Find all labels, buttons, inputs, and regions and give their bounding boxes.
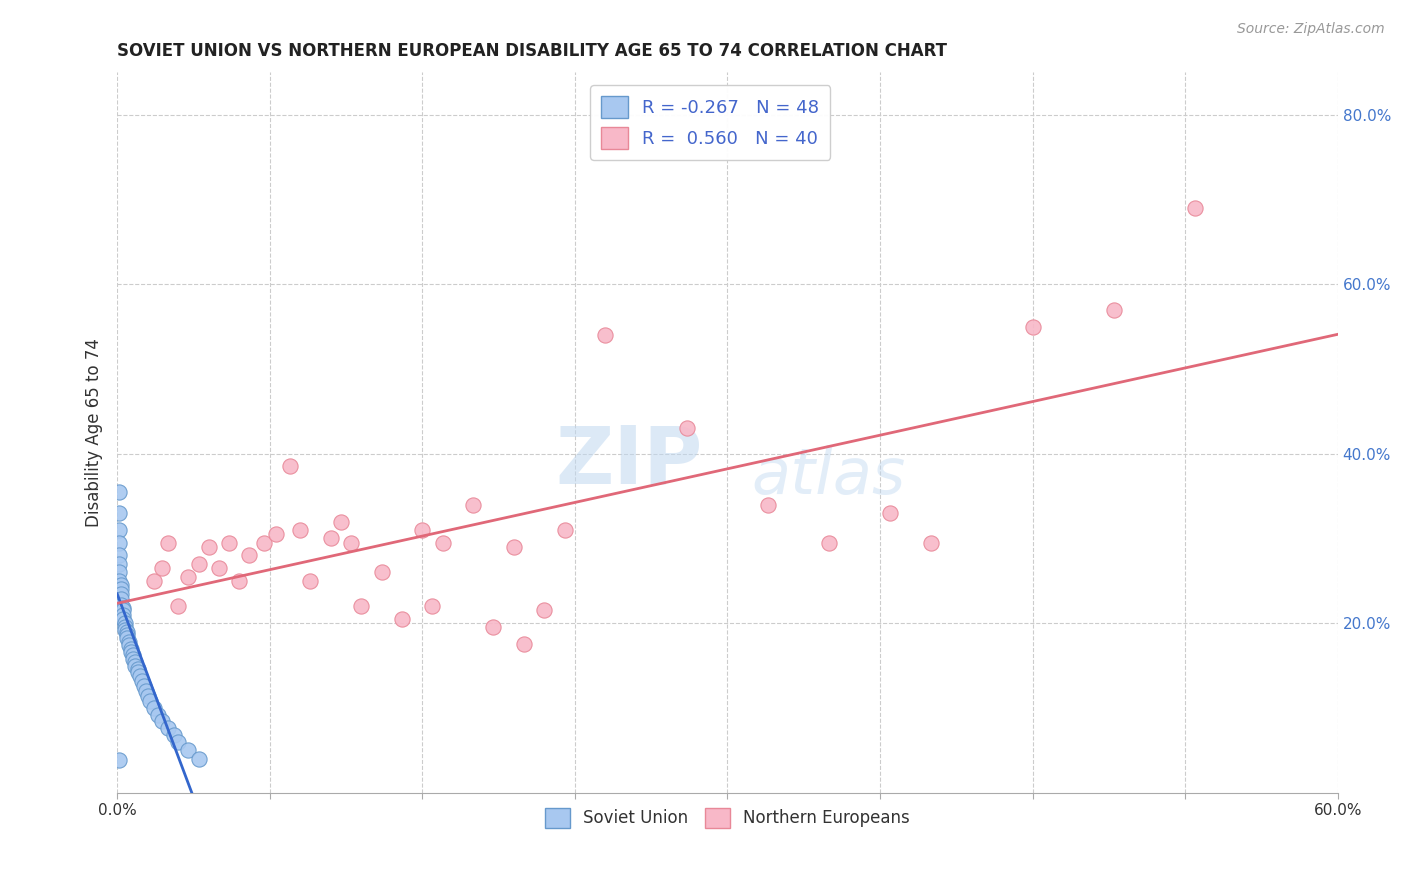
- Point: [122, 648, 145, 663]
- Point: [110, 592, 132, 607]
- Point: [675, 421, 697, 435]
- Point: [118, 638, 141, 652]
- Point: [533, 603, 555, 617]
- Point: [238, 549, 260, 563]
- Point: [177, 743, 200, 757]
- Point: [108, 549, 131, 563]
- Point: [146, 707, 169, 722]
- Point: [108, 574, 131, 588]
- Text: Source: ZipAtlas.com: Source: ZipAtlas.com: [1237, 22, 1385, 37]
- Point: [138, 694, 160, 708]
- Point: [163, 728, 186, 742]
- Point: [108, 754, 131, 768]
- Point: [114, 619, 136, 633]
- Point: [177, 569, 200, 583]
- Point: [120, 645, 142, 659]
- Point: [114, 616, 136, 631]
- Point: [117, 628, 139, 642]
- Point: [513, 637, 536, 651]
- Point: [127, 662, 149, 676]
- Point: [112, 601, 135, 615]
- Point: [108, 535, 131, 549]
- Point: [122, 652, 145, 666]
- Point: [554, 523, 576, 537]
- Point: [128, 669, 150, 683]
- Point: [112, 612, 135, 626]
- Point: [278, 459, 301, 474]
- Point: [157, 721, 180, 735]
- Text: atlas: atlas: [752, 445, 905, 507]
- Point: [117, 632, 139, 646]
- Point: [422, 599, 444, 614]
- Point: [756, 498, 779, 512]
- Point: [157, 535, 180, 549]
- Point: [142, 574, 165, 588]
- Point: [187, 557, 209, 571]
- Text: SOVIET UNION VS NORTHERN EUROPEAN DISABILITY AGE 65 TO 74 CORRELATION CHART: SOVIET UNION VS NORTHERN EUROPEAN DISABI…: [117, 42, 948, 60]
- Point: [124, 658, 146, 673]
- Point: [595, 328, 617, 343]
- Point: [290, 523, 312, 537]
- Point: [108, 523, 131, 537]
- Point: [117, 624, 139, 639]
- Point: [124, 655, 146, 669]
- Point: [818, 535, 841, 549]
- Point: [1021, 319, 1043, 334]
- Point: [114, 623, 136, 637]
- Point: [120, 641, 142, 656]
- Point: [150, 714, 173, 728]
- Point: [340, 535, 363, 549]
- Point: [319, 532, 342, 546]
- Point: [411, 523, 433, 537]
- Point: [879, 506, 901, 520]
- Point: [463, 498, 485, 512]
- Point: [110, 598, 132, 612]
- Point: [112, 603, 135, 617]
- Point: [482, 620, 505, 634]
- Point: [167, 735, 190, 749]
- Legend: Soviet Union, Northern Europeans: Soviet Union, Northern Europeans: [538, 801, 917, 835]
- Point: [108, 557, 131, 571]
- Point: [131, 673, 153, 688]
- Point: [187, 752, 209, 766]
- Point: [253, 535, 276, 549]
- Point: [132, 679, 155, 693]
- Point: [110, 586, 132, 600]
- Point: [150, 561, 173, 575]
- Point: [127, 665, 149, 680]
- Point: [1184, 201, 1206, 215]
- Point: [218, 535, 240, 549]
- Point: [264, 527, 287, 541]
- Point: [108, 506, 131, 520]
- Point: [432, 535, 454, 549]
- Point: [502, 540, 524, 554]
- Point: [228, 574, 250, 588]
- Point: [112, 607, 135, 622]
- Point: [118, 635, 141, 649]
- Point: [1102, 302, 1125, 317]
- Point: [167, 599, 190, 614]
- Text: ZIP: ZIP: [555, 422, 703, 500]
- Y-axis label: Disability Age 65 to 74: Disability Age 65 to 74: [86, 338, 103, 527]
- Point: [135, 684, 157, 698]
- Point: [142, 701, 165, 715]
- Point: [110, 582, 132, 597]
- Point: [136, 689, 159, 703]
- Point: [329, 515, 352, 529]
- Point: [197, 540, 219, 554]
- Point: [108, 484, 131, 499]
- Point: [108, 566, 131, 580]
- Point: [370, 566, 392, 580]
- Point: [391, 612, 413, 626]
- Point: [110, 578, 132, 592]
- Point: [350, 599, 373, 614]
- Point: [920, 535, 942, 549]
- Point: [299, 574, 322, 588]
- Point: [208, 561, 231, 575]
